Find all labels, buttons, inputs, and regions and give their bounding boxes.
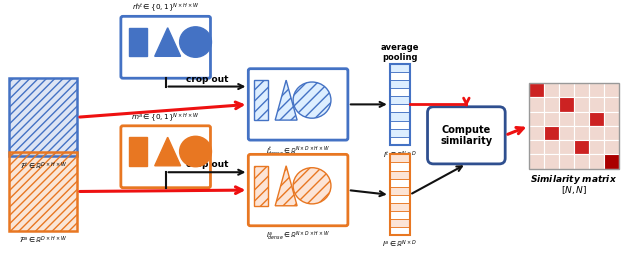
FancyBboxPatch shape xyxy=(121,16,211,78)
FancyBboxPatch shape xyxy=(248,154,348,226)
Circle shape xyxy=(293,82,331,118)
Bar xyxy=(604,97,619,112)
Bar xyxy=(559,154,574,169)
FancyBboxPatch shape xyxy=(427,107,505,164)
Bar xyxy=(559,140,574,154)
Text: $\hat{m}^t \in \{0,1\}^{N\times H\times W}$: $\hat{m}^t \in \{0,1\}^{N\times H\times … xyxy=(131,2,200,14)
Bar xyxy=(574,154,589,169)
Bar xyxy=(390,179,410,187)
Bar xyxy=(390,113,410,121)
Bar xyxy=(10,153,77,231)
Bar xyxy=(10,153,77,231)
Circle shape xyxy=(180,136,211,167)
Bar xyxy=(589,140,604,154)
Bar xyxy=(390,163,410,171)
Bar xyxy=(529,83,544,97)
Text: Compute
similarity: Compute similarity xyxy=(440,124,493,146)
Text: crop out: crop out xyxy=(186,160,228,169)
Bar xyxy=(604,83,619,97)
Bar xyxy=(559,126,574,140)
Bar xyxy=(390,104,410,113)
Bar xyxy=(390,211,410,219)
Bar xyxy=(529,112,544,126)
Bar xyxy=(10,78,77,156)
Text: $[N,N]$: $[N,N]$ xyxy=(561,184,587,196)
Bar xyxy=(529,154,544,169)
Bar xyxy=(544,140,559,154)
FancyBboxPatch shape xyxy=(121,126,211,188)
Bar xyxy=(390,72,410,80)
Bar xyxy=(544,126,559,140)
Text: $I^t_{dense} \in \mathbb{R}^{N\times D\times H\times W}$: $I^t_{dense} \in \mathbb{R}^{N\times D\t… xyxy=(266,144,330,157)
Bar xyxy=(589,112,604,126)
Bar xyxy=(390,154,410,163)
Bar xyxy=(604,126,619,140)
Bar xyxy=(574,97,589,112)
Bar xyxy=(559,112,574,126)
Bar xyxy=(604,112,619,126)
Bar xyxy=(390,96,410,104)
Bar xyxy=(574,140,589,154)
Bar xyxy=(559,97,574,112)
Bar xyxy=(529,83,619,169)
Text: crop out: crop out xyxy=(186,75,228,84)
Bar xyxy=(529,126,544,140)
Bar xyxy=(255,80,268,120)
Bar xyxy=(544,97,559,112)
Bar xyxy=(589,83,604,97)
Bar xyxy=(129,137,147,166)
FancyBboxPatch shape xyxy=(248,69,348,140)
Bar xyxy=(574,126,589,140)
Text: $I^t \in \mathbb{R}^{N\times D}$: $I^t \in \mathbb{R}^{N\times D}$ xyxy=(383,149,417,160)
Bar xyxy=(544,83,559,97)
Polygon shape xyxy=(155,28,181,56)
Bar xyxy=(390,137,410,145)
Bar xyxy=(390,154,410,235)
Bar xyxy=(574,112,589,126)
Bar xyxy=(544,112,559,126)
Bar xyxy=(604,154,619,169)
Bar xyxy=(589,97,604,112)
Bar xyxy=(390,64,410,145)
Bar xyxy=(390,187,410,195)
Polygon shape xyxy=(275,80,297,120)
Bar xyxy=(390,219,410,227)
Bar xyxy=(589,154,604,169)
Bar xyxy=(390,129,410,137)
Text: $\bfit{Similarity\ matrix}$: $\bfit{Similarity\ matrix}$ xyxy=(530,173,618,186)
Polygon shape xyxy=(155,137,181,166)
Bar xyxy=(390,227,410,235)
Bar xyxy=(129,28,147,56)
Polygon shape xyxy=(275,166,297,206)
Text: $I^a \in \mathbb{R}^{N\times D}$: $I^a \in \mathbb{R}^{N\times D}$ xyxy=(382,239,417,250)
Bar xyxy=(544,154,559,169)
Bar xyxy=(390,121,410,129)
Circle shape xyxy=(180,27,211,57)
Bar xyxy=(390,88,410,96)
Text: average
pooling: average pooling xyxy=(380,43,419,62)
Bar xyxy=(255,166,268,206)
Bar xyxy=(390,195,410,203)
Text: $\mathcal{F}^t \in \mathbb{R}^{D\times H\times W}$: $\mathcal{F}^t \in \mathbb{R}^{D\times H… xyxy=(20,160,67,171)
Bar xyxy=(529,140,544,154)
Bar xyxy=(529,97,544,112)
Bar xyxy=(574,83,589,97)
Bar xyxy=(559,83,574,97)
Bar xyxy=(390,171,410,179)
Circle shape xyxy=(293,168,331,204)
Bar xyxy=(604,140,619,154)
Text: $I^a_{dense} \in \mathbb{R}^{N\times D\times H\times W}$: $I^a_{dense} \in \mathbb{R}^{N\times D\t… xyxy=(266,230,330,243)
Bar xyxy=(390,80,410,88)
Bar xyxy=(10,78,77,156)
Bar xyxy=(390,203,410,211)
Text: $\hat{m}^a \in \{0,1\}^{N\times H\times W}$: $\hat{m}^a \in \{0,1\}^{N\times H\times … xyxy=(131,111,200,124)
Bar xyxy=(589,126,604,140)
Text: $\mathcal{F}^a \in \mathbb{R}^{D\times H\times W}$: $\mathcal{F}^a \in \mathbb{R}^{D\times H… xyxy=(19,234,68,246)
Bar xyxy=(390,64,410,72)
